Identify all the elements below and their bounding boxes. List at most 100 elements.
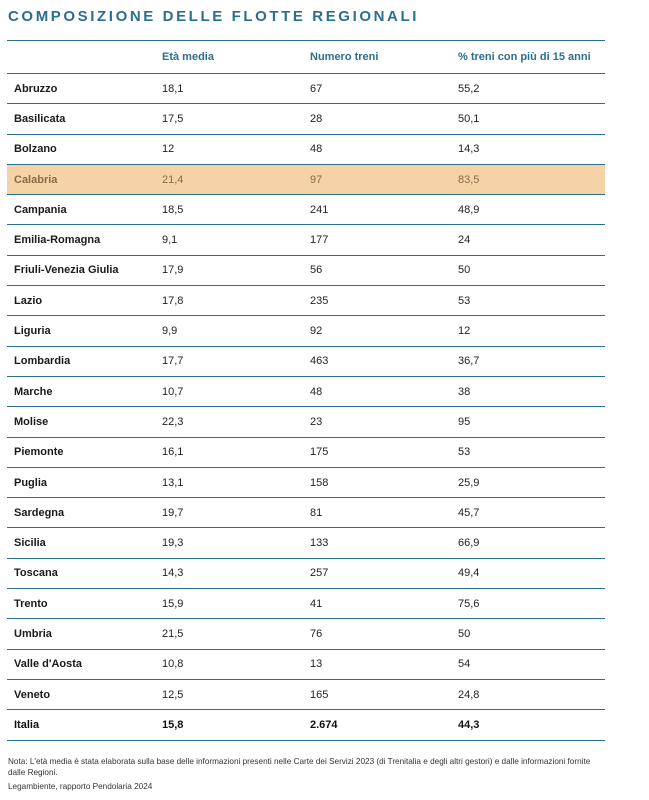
fleet-table: Età media Numero treni % treni con più d… (7, 40, 605, 741)
header-eta-media: Età media (155, 40, 303, 74)
cell-percentuale: 24 (451, 224, 605, 256)
cell-percentuale: 83,5 (451, 164, 605, 196)
cell-percentuale: 54 (451, 649, 605, 680)
cell-numero-treni: 2.674 (303, 709, 451, 741)
cell-eta-media: 12 (155, 134, 303, 165)
cell-eta-media: 18,1 (155, 73, 303, 105)
table-row: Lombardia 17,7 463 36,7 (7, 346, 605, 377)
cell-region: Liguria (7, 315, 155, 347)
cell-percentuale: 36,7 (451, 346, 605, 377)
cell-numero-treni: 76 (303, 618, 451, 650)
cell-percentuale: 75,6 (451, 588, 605, 620)
source-credit: Legambiente, rapporto Pendolaria 2024 (8, 782, 153, 791)
cell-numero-treni: 158 (303, 467, 451, 499)
cell-region: Sicilia (7, 527, 155, 559)
table-row: Sicilia 19,3 133 66,9 (7, 527, 605, 559)
cell-percentuale: 50 (451, 255, 605, 287)
cell-region: Campania (7, 194, 155, 226)
cell-region: Italia (7, 709, 155, 741)
cell-numero-treni: 241 (303, 194, 451, 226)
cell-percentuale: 50,1 (451, 103, 605, 135)
table-row: Piemonte 16,1 175 53 (7, 437, 605, 468)
cell-percentuale: 53 (451, 437, 605, 468)
table-row: Abruzzo 18,1 67 55,2 (7, 73, 605, 105)
cell-eta-media: 18,5 (155, 194, 303, 226)
cell-eta-media: 10,7 (155, 376, 303, 408)
table-row: Basilicata 17,5 28 50,1 (7, 103, 605, 135)
cell-eta-media: 17,9 (155, 255, 303, 287)
cell-percentuale: 12 (451, 315, 605, 347)
cell-numero-treni: 48 (303, 376, 451, 408)
cell-numero-treni: 257 (303, 558, 451, 590)
table-body: Abruzzo 18,1 67 55,2 Basilicata 17,5 28 50,1 Bol… (7, 73, 605, 741)
cell-eta-media: 9,9 (155, 315, 303, 347)
cell-percentuale: 50 (451, 618, 605, 650)
cell-percentuale: 53 (451, 285, 605, 317)
cell-percentuale: 48,9 (451, 194, 605, 226)
header-region (7, 40, 155, 74)
table-row: Lazio 17,8 235 53 (7, 285, 605, 317)
cell-numero-treni: 56 (303, 255, 451, 287)
cell-numero-treni: 92 (303, 315, 451, 347)
cell-region: Bolzano (7, 134, 155, 165)
cell-numero-treni: 28 (303, 103, 451, 135)
cell-numero-treni: 23 (303, 406, 451, 438)
cell-numero-treni: 177 (303, 224, 451, 256)
cell-region: Emilia-Romagna (7, 224, 155, 256)
cell-percentuale: 49,4 (451, 558, 605, 590)
cell-region: Molise (7, 406, 155, 438)
cell-numero-treni: 48 (303, 134, 451, 165)
cell-region: Abruzzo (7, 73, 155, 105)
table-row: Campania 18,5 241 48,9 (7, 194, 605, 226)
table-row: Calabria 21,4 97 83,5 (7, 164, 605, 196)
cell-eta-media: 15,8 (155, 709, 303, 741)
table-row: Veneto 12,5 165 24,8 (7, 679, 605, 711)
cell-percentuale: 44,3 (451, 709, 605, 741)
cell-numero-treni: 175 (303, 437, 451, 468)
cell-eta-media: 14,3 (155, 558, 303, 590)
cell-eta-media: 19,7 (155, 497, 303, 529)
cell-numero-treni: 81 (303, 497, 451, 529)
cell-region: Umbria (7, 618, 155, 650)
header-percentuale: % treni con più di 15 anni (451, 40, 605, 74)
cell-region: Friuli-Venezia Giulia (7, 255, 155, 287)
cell-region: Trento (7, 588, 155, 620)
table-row: Toscana 14,3 257 49,4 (7, 558, 605, 590)
cell-eta-media: 9,1 (155, 224, 303, 256)
cell-region: Toscana (7, 558, 155, 590)
table-row: Umbria 21,5 76 50 (7, 618, 605, 650)
table-row: Sardegna 19,7 81 45,7 (7, 497, 605, 529)
cell-region: Veneto (7, 679, 155, 711)
cell-region: Lombardia (7, 346, 155, 377)
cell-percentuale: 55,2 (451, 73, 605, 105)
cell-percentuale: 14,3 (451, 134, 605, 165)
cell-numero-treni: 463 (303, 346, 451, 377)
table-row: Emilia-Romagna 9,1 177 24 (7, 224, 605, 256)
cell-eta-media: 17,7 (155, 346, 303, 377)
table-row: Puglia 13,1 158 25,9 (7, 467, 605, 499)
cell-numero-treni: 67 (303, 73, 451, 105)
table-row: Bolzano 12 48 14,3 (7, 134, 605, 165)
table-row: Valle d'Aosta 10,8 13 54 (7, 649, 605, 680)
table-row: Liguria 9,9 92 12 (7, 315, 605, 347)
cell-numero-treni: 235 (303, 285, 451, 317)
cell-eta-media: 21,4 (155, 164, 303, 196)
cell-numero-treni: 133 (303, 527, 451, 559)
header-numero-treni: Numero treni (303, 40, 451, 74)
cell-region: Lazio (7, 285, 155, 317)
cell-region: Marche (7, 376, 155, 408)
cell-eta-media: 15,9 (155, 588, 303, 620)
cell-region: Calabria (7, 164, 155, 196)
cell-numero-treni: 41 (303, 588, 451, 620)
cell-eta-media: 19,3 (155, 527, 303, 559)
footnote: Nota: L'età media è stata elaborata sull… (8, 757, 591, 777)
cell-region: Piemonte (7, 437, 155, 468)
table-row: Friuli-Venezia Giulia 17,9 56 50 (7, 255, 605, 287)
cell-region: Basilicata (7, 103, 155, 135)
cell-eta-media: 21,5 (155, 618, 303, 650)
total-row: Italia 15,8 2.674 44,3 (7, 709, 605, 741)
cell-eta-media: 10,8 (155, 649, 303, 680)
cell-numero-treni: 165 (303, 679, 451, 711)
cell-percentuale: 24,8 (451, 679, 605, 711)
cell-percentuale: 45,7 (451, 497, 605, 529)
